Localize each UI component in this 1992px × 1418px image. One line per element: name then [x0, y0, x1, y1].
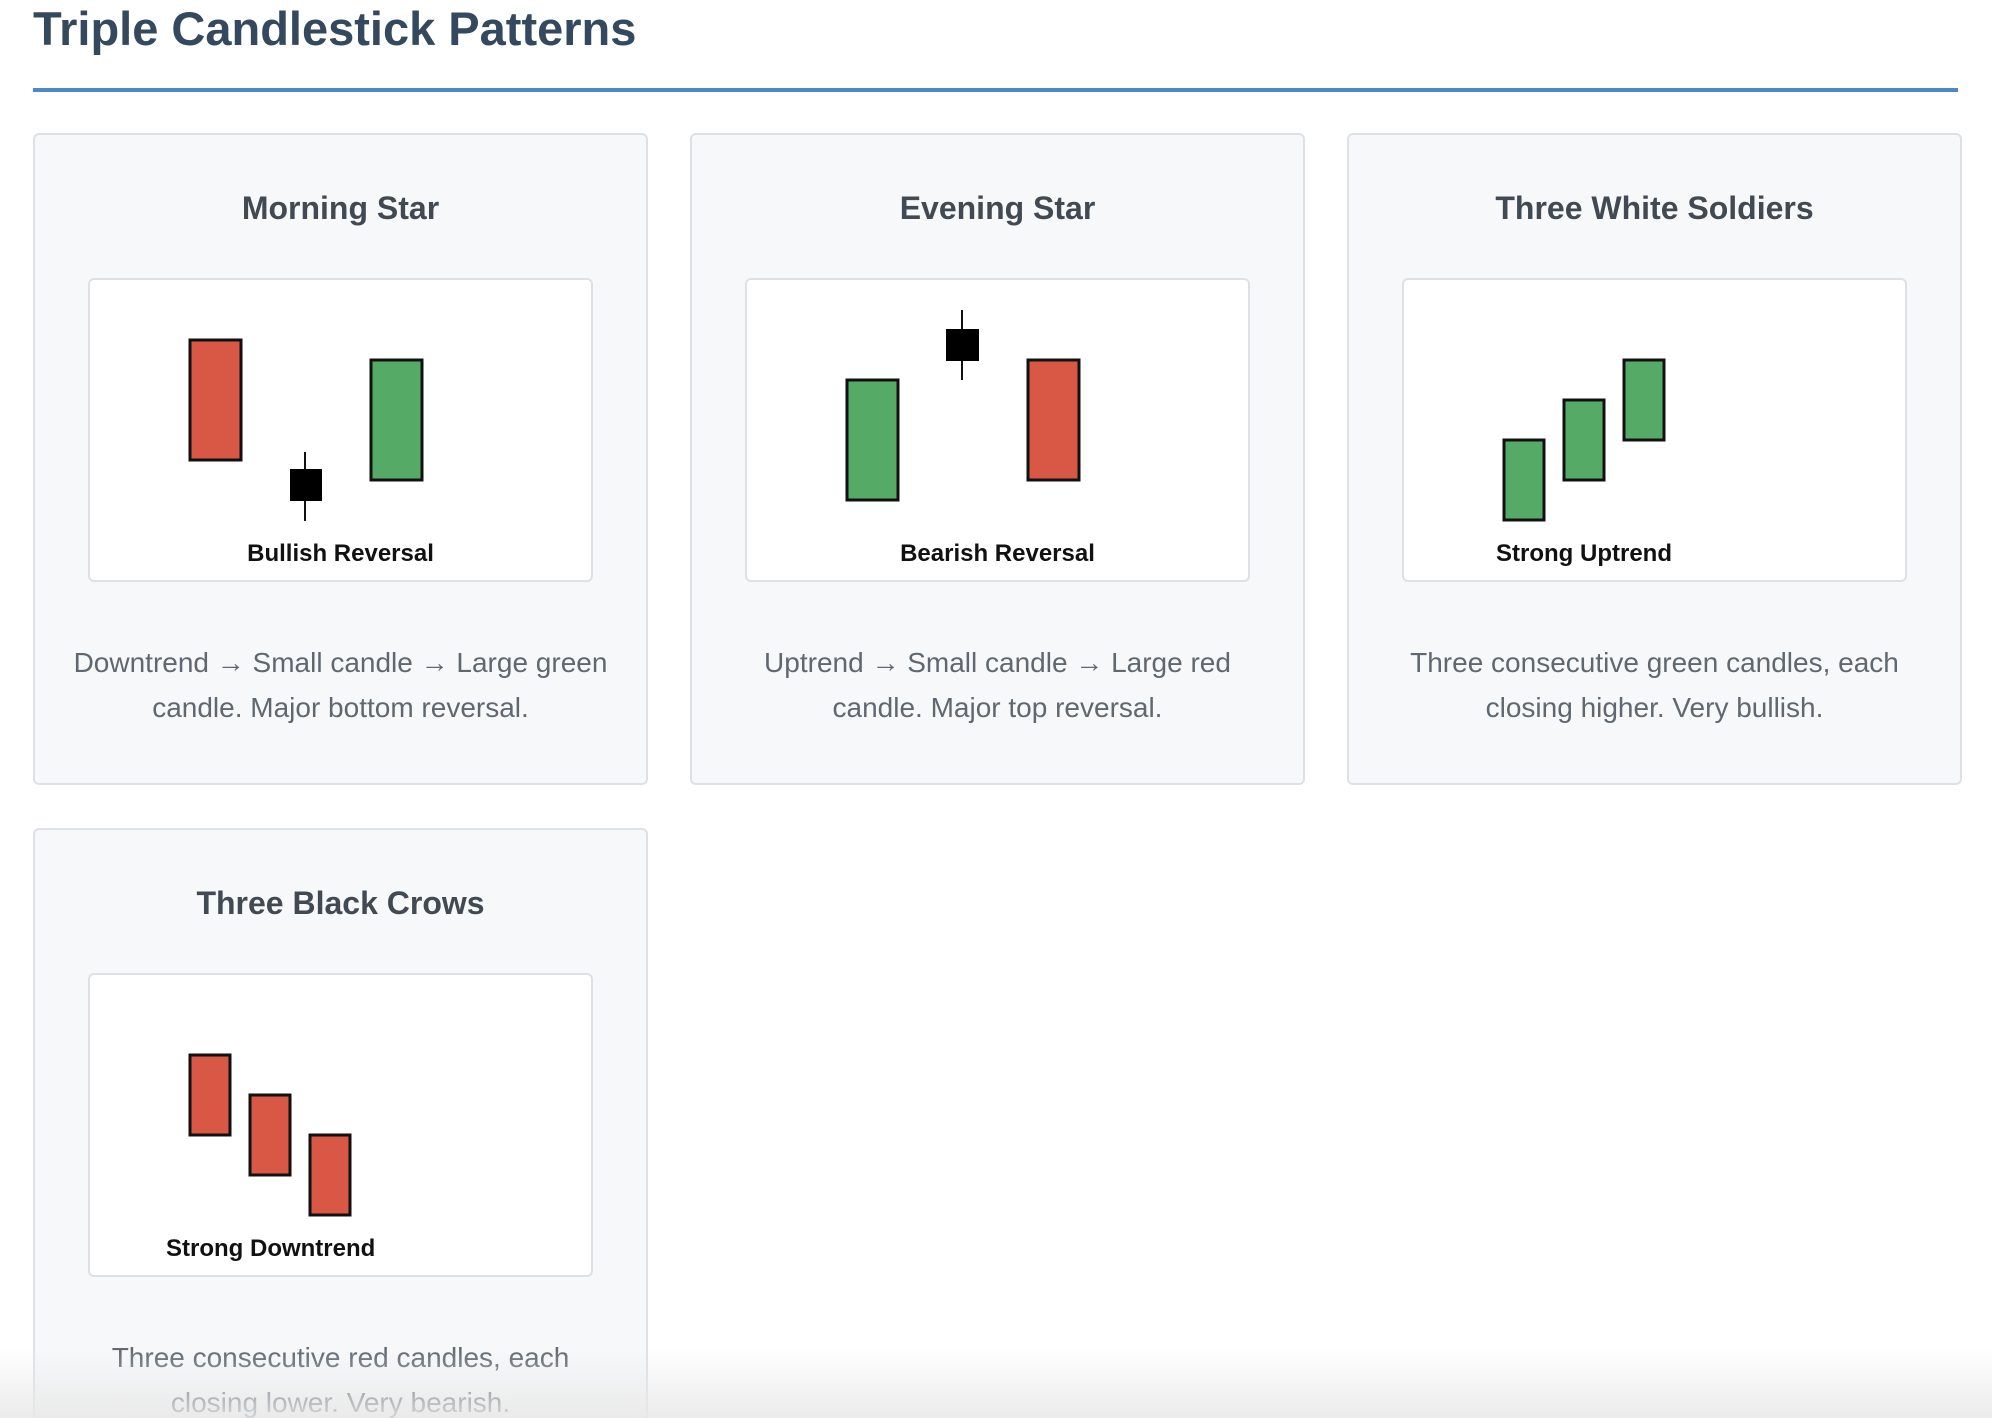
- bear-candle-2: [248, 1093, 292, 1177]
- small-candle: [946, 329, 979, 361]
- pattern-diagram: Bullish Reversal: [88, 278, 593, 582]
- bull-candle-1: [1502, 438, 1546, 522]
- bull-candle-3: [1622, 358, 1666, 442]
- bull-candle: [845, 378, 900, 502]
- card-title: Three Black Crows: [196, 885, 485, 921]
- pattern-description: Downtrend → Small candle → Large green c…: [73, 647, 608, 723]
- card-title: Three White Soldiers: [1495, 190, 1814, 226]
- pattern-description: Three consecutive red candles, each clos…: [111, 1342, 570, 1418]
- pattern-label: Bearish Reversal: [900, 540, 1095, 567]
- small-candle: [290, 469, 322, 501]
- candlestick-diagram: [845, 310, 1081, 502]
- candlestick-diagram: [188, 338, 424, 521]
- pattern-card-morning-star: Morning Star Bullish Reversal Downtrend …: [33, 133, 648, 785]
- pattern-diagram: Bearish Reversal: [745, 278, 1250, 582]
- bull-candle: [369, 358, 424, 482]
- bear-candle-3: [308, 1133, 352, 1217]
- page-title: Triple Candlestick Patterns: [33, 2, 637, 55]
- pattern-card-three-black-crows: Three Black Crows Strong Downtrend Three…: [33, 828, 648, 1418]
- pattern-card-three-white-soldiers: Three White Soldiers Strong Uptrend Thre…: [1347, 133, 1962, 785]
- pattern-label: Strong Uptrend: [1496, 540, 1672, 567]
- bear-candle: [1026, 358, 1081, 482]
- bear-candle-1: [188, 1053, 232, 1137]
- candlestick-diagram: [188, 1053, 352, 1217]
- bull-candle-2: [1562, 398, 1606, 482]
- pattern-description: Uptrend → Small candle → Large red candl…: [764, 647, 1231, 723]
- pattern-label: Bullish Reversal: [247, 540, 434, 567]
- candlestick-diagram: [1502, 358, 1666, 522]
- card-title: Evening Star: [899, 190, 1096, 226]
- card-title: Morning Star: [241, 190, 440, 226]
- pattern-description: Three consecutive green candles, each cl…: [1410, 647, 1899, 723]
- pattern-label: Strong Downtrend: [166, 1235, 376, 1262]
- pattern-diagram: Strong Uptrend: [1402, 278, 1907, 582]
- pattern-card-evening-star: Evening Star Bearish Reversal Uptrend → …: [690, 133, 1305, 785]
- pattern-diagram: Strong Downtrend: [88, 973, 593, 1277]
- title-divider: [33, 88, 1958, 92]
- bear-candle: [188, 338, 243, 462]
